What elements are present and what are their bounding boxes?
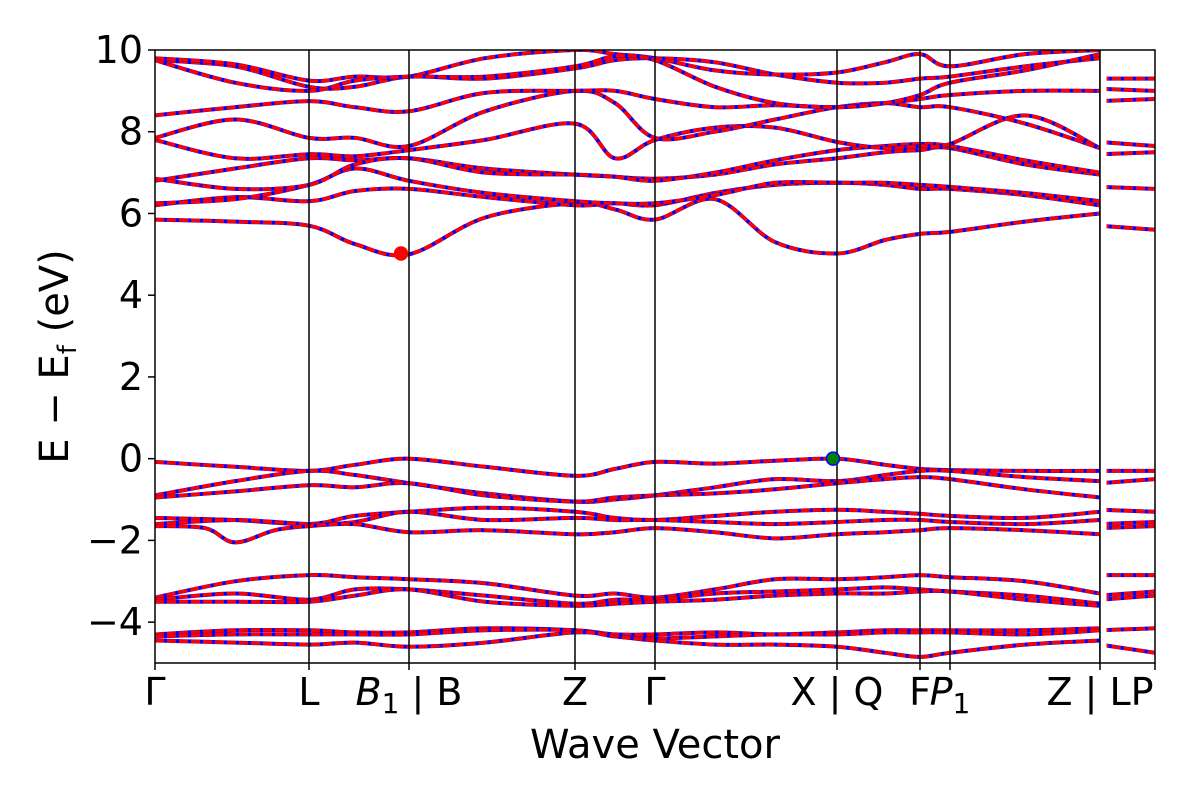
band-line-15-spin-down (155, 145, 1101, 183)
y-tick-label: 2 (119, 355, 143, 399)
x-axis-title: Wave Vector (530, 722, 781, 768)
x-tick-label-6: F (909, 670, 931, 714)
segment-break-0 (1099, 50, 1107, 663)
y-axis-title: E − Ef (eV) (32, 249, 83, 464)
band-line-17-spin-down (155, 113, 1101, 161)
band-line-22-spin-up (155, 52, 1101, 109)
band-line-17-spin-up (155, 113, 1101, 161)
cbm-marker (393, 246, 409, 261)
band-line-18-spin-up (155, 88, 1101, 150)
y-axis-ticks: −4 −2 0 2 4 6 8 10 (87, 28, 155, 644)
x-axis-ticks: Γ L B1 | B Z Γ X | Q FP1 Z | LP (144, 663, 1156, 720)
band-line-21-spin-up (155, 50, 1101, 83)
band-line-0-spin-up (155, 456, 1101, 478)
x-tick-label-2: B1 | B (356, 670, 463, 720)
band-line-6-spin-up (155, 573, 1101, 600)
band-line-8-spin-up (155, 587, 1101, 608)
band-line-5-spin-up (155, 522, 1101, 545)
x-tick-label-0: Γ (144, 670, 165, 714)
band-line-12-spin-down (155, 196, 1101, 258)
x-tick-label-7: P1 (930, 670, 971, 720)
y-tick-label: 8 (119, 110, 143, 154)
y-tick-label: −2 (87, 518, 143, 562)
x-tick-label-8: Z | LP (1046, 670, 1153, 715)
y-tick-label: 6 (119, 191, 143, 235)
x-tick-label-4: Γ (644, 670, 665, 714)
band-line-12-spin-up (155, 197, 1101, 258)
kpoint-lines (308, 50, 1107, 663)
band-line-19-spin-up (155, 88, 1101, 118)
y-tick-label: 4 (119, 273, 143, 317)
y-tick-label: 10 (95, 28, 143, 72)
band-line-16-spin-up (155, 142, 1101, 192)
markers-layer (393, 246, 841, 466)
vbm-marker (825, 451, 841, 466)
y-axis-title-text: E − Ef (eV) (32, 249, 83, 464)
band-line-11-spin-up (155, 630, 1101, 659)
y-tick-label: 0 (119, 437, 143, 481)
x-tick-label-1: L (298, 670, 319, 714)
band-line-20-spin-up (155, 56, 1101, 91)
x-tick-label-3: Z (562, 670, 588, 714)
y-tick-label: −4 (87, 600, 143, 644)
band-line-2-spin-up (155, 475, 1101, 504)
band-line-15-spin-up (155, 145, 1101, 183)
bands-layer (155, 50, 1155, 659)
x-tick-label-5: X | Q (791, 670, 884, 715)
